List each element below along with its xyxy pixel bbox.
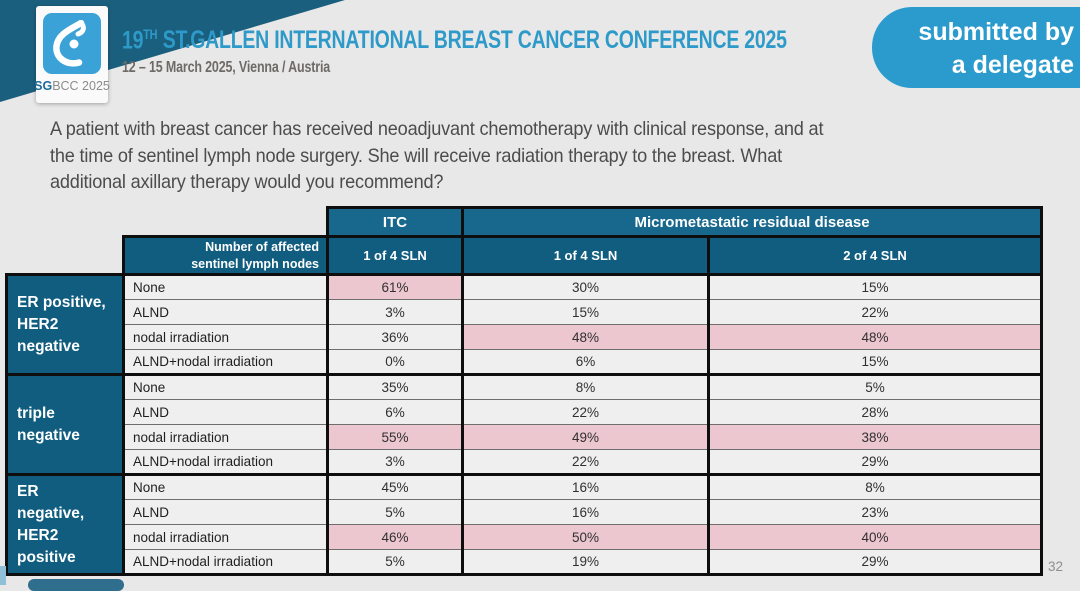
value-cell: 16% [461, 499, 710, 525]
sub-column-row: Number of affected sentinel lymph nodes … [7, 235, 1044, 276]
row-label: nodal irradiation [122, 524, 329, 550]
value-cell: 30% [461, 273, 710, 300]
submitted-by-badge: submitted by a delegate [872, 7, 1080, 88]
column-group-row: ITC Micrometastatic residual disease [7, 206, 1044, 238]
value-cell: 50% [461, 524, 710, 550]
row-label: ALND+nodal irradiation [122, 349, 329, 376]
value-cell: 15% [461, 299, 710, 325]
row-label: ALND+nodal irradiation [122, 449, 329, 476]
table-row: ALND+nodal irradiation 0% 6% 15% [7, 349, 1044, 376]
table-header: ITC Micrometastatic residual disease Num… [7, 206, 1044, 276]
value-cell: 5% [326, 499, 464, 525]
row-label: None [122, 273, 329, 300]
row-label: nodal irradiation [122, 424, 329, 450]
table-row: ALND+nodal irradiation 3% 22% 29% [7, 449, 1044, 476]
sub-column-header: 1 of 4 SLN [461, 235, 710, 276]
sub-column-header: 1 of 4 SLN [326, 235, 464, 276]
value-cell: 28% [706, 399, 1044, 425]
value-cell: 8% [706, 473, 1044, 500]
value-cell: 55% [326, 424, 464, 450]
sgbcc-drop-icon [43, 13, 101, 74]
value-cell: 48% [706, 324, 1044, 350]
row-label: None [122, 373, 329, 400]
value-cell: 48% [461, 324, 710, 350]
value-cell: 45% [326, 473, 464, 500]
row-group-label: triple negative [5, 373, 125, 476]
header-titles: 19TH ST.GALLEN INTERNATIONAL BREAST CANCE… [122, 26, 787, 77]
badge-line-1: submitted by [918, 18, 1074, 46]
row-group-label: ER positive, HER2 negative [5, 273, 125, 376]
value-cell: 49% [461, 424, 710, 450]
conference-subtitle: 12 – 15 March 2025, Vienna / Austria [122, 59, 331, 77]
edge-accent [0, 566, 6, 585]
table-row: ALND+nodal irradiation 5% 19% 29% [7, 549, 1044, 576]
corner-spacer [7, 208, 124, 275]
table-body: ER positive, HER2 negative None 61% 30% 15% A… [5, 273, 1044, 576]
table-row: ALND 6% 22% 28% [7, 399, 1044, 425]
table-row: triple negative None 35% 8% 5% [5, 373, 1044, 476]
value-cell: 15% [706, 349, 1044, 376]
value-cell: 19% [461, 549, 710, 576]
corner-spacer [124, 208, 328, 237]
value-cell: 3% [326, 449, 464, 476]
bottom-accent-bar [28, 579, 124, 591]
table-row: ALND 3% 15% 22% [7, 299, 1044, 325]
column-group-micrometastatic: Micrometastatic residual disease [460, 206, 1044, 238]
value-cell: 40% [706, 524, 1044, 550]
column-group-itc: ITC [326, 206, 464, 238]
row-label: ALND [122, 399, 329, 425]
row-label: None [122, 473, 329, 500]
value-cell: 6% [326, 399, 464, 425]
value-cell: 22% [461, 449, 710, 476]
row-label: ALND [122, 499, 329, 525]
badge-line-2: a delegate [951, 51, 1074, 79]
table-row: nodal irradiation 55% 49% 38% [7, 424, 1044, 450]
sub-column-header: 2 of 4 SLN [706, 235, 1044, 276]
row-label: nodal irradiation [122, 324, 329, 350]
corner-header: Number of affected sentinel lymph nodes [122, 235, 329, 276]
results-table: ITC Micrometastatic residual disease Num… [5, 206, 1044, 576]
conference-title: 19TH ST.GALLEN INTERNATIONAL BREAST CANCE… [122, 26, 787, 55]
value-cell: 0% [326, 349, 464, 376]
value-cell: 5% [706, 373, 1044, 400]
value-cell: 8% [461, 373, 710, 400]
value-cell: 23% [706, 499, 1044, 525]
value-cell: 61% [326, 273, 464, 300]
value-cell: 6% [461, 349, 710, 376]
table-row: ALND 5% 16% 23% [7, 499, 1044, 525]
table-row: nodal irradiation 46% 50% 40% [7, 524, 1044, 550]
value-cell: 22% [461, 399, 710, 425]
value-cell: 3% [326, 299, 464, 325]
table-row: ER positive, HER2 negative None 61% 30% 15% [5, 273, 1044, 376]
page-number: 32 [1048, 559, 1064, 574]
value-cell: 29% [706, 449, 1044, 476]
row-label: ALND+nodal irradiation [122, 549, 329, 576]
value-cell: 5% [326, 549, 464, 576]
logo-wordmark: SGBCC 2025 [34, 79, 110, 93]
conference-logo: SGBCC 2025 [34, 6, 110, 103]
value-cell: 22% [706, 299, 1044, 325]
poll-question: A patient with breast cancer has receive… [50, 118, 824, 194]
value-cell: 29% [706, 549, 1044, 576]
value-cell: 35% [326, 373, 464, 400]
table-row: nodal irradiation 36% 48% 48% [7, 324, 1044, 350]
value-cell: 15% [706, 273, 1044, 300]
row-group-label: ER negative, HER2 positive [5, 473, 125, 576]
value-cell: 36% [326, 324, 464, 350]
table-row: ER negative, HER2 positive None 45% 16% 8% [5, 473, 1044, 576]
value-cell: 38% [706, 424, 1044, 450]
value-cell: 16% [461, 473, 710, 500]
value-cell: 46% [326, 524, 464, 550]
row-label: ALND [122, 299, 329, 325]
